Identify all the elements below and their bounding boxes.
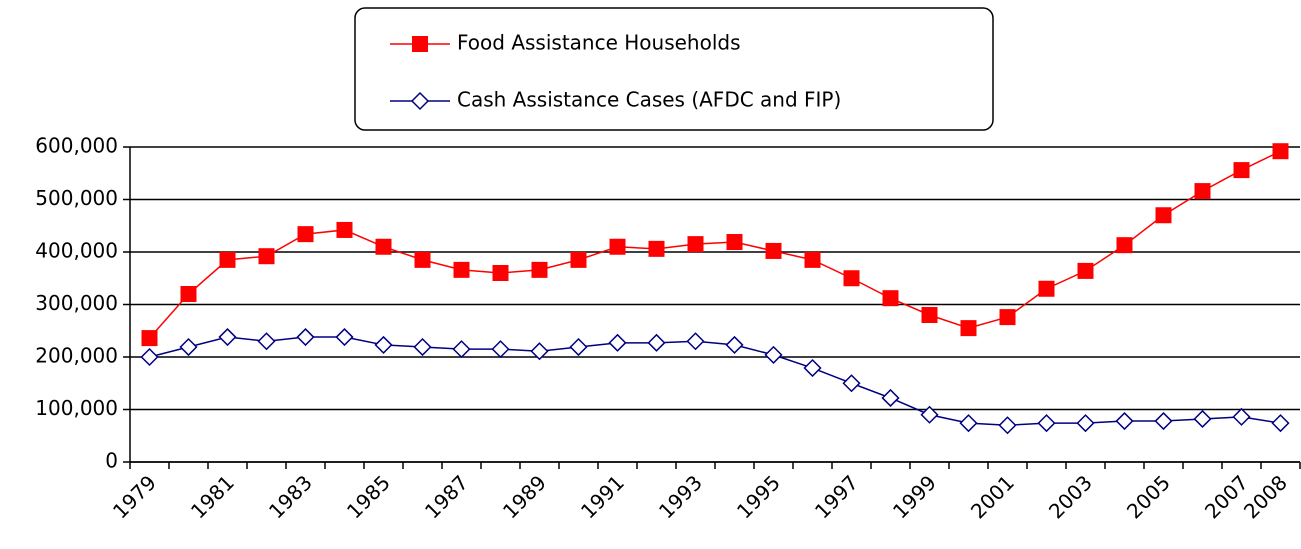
x-tick-label: 1997: [810, 470, 863, 523]
marker-square: [804, 251, 821, 268]
x-tick-label: 1991: [576, 470, 629, 523]
marker-diamond: [491, 340, 510, 359]
marker-diamond: [881, 388, 900, 408]
marker-diamond: [1232, 407, 1251, 426]
marker-square: [687, 236, 704, 253]
legend-label: Food Assistance Households: [457, 31, 741, 55]
x-tick-label: 1981: [186, 470, 239, 523]
marker-square: [609, 238, 626, 255]
marker-diamond: [647, 333, 666, 352]
y-tick-label: 0: [105, 449, 118, 473]
marker-diamond: [410, 91, 430, 111]
marker-diamond: [1115, 411, 1134, 431]
marker-diamond: [374, 335, 393, 354]
marker-diamond: [725, 335, 744, 354]
marker-diamond: [1037, 414, 1056, 433]
y-tick-label: 600,000: [35, 134, 118, 158]
marker-square: [414, 251, 431, 268]
marker-diamond: [608, 333, 627, 352]
marker-diamond: [257, 332, 276, 351]
marker-square: [648, 240, 665, 257]
y-tick-label: 100,000: [35, 396, 118, 420]
marker-diamond: [1193, 409, 1212, 429]
series-line: [149, 336, 1281, 427]
marker-square: [843, 270, 860, 287]
marker-diamond: [998, 416, 1017, 435]
marker-diamond: [803, 358, 822, 378]
marker-square: [1194, 183, 1211, 200]
marker-diamond: [413, 337, 432, 357]
marker-diamond: [296, 327, 315, 347]
marker-square: [1038, 280, 1055, 297]
marker-square: [492, 265, 509, 281]
y-tick-label: 500,000: [35, 186, 118, 210]
x-tick-label: 1985: [342, 470, 395, 523]
marker-square: [999, 309, 1016, 326]
marker-diamond: [842, 374, 861, 393]
x-tick-label: 1993: [654, 470, 707, 523]
marker-diamond: [1154, 411, 1173, 431]
marker-square: [960, 320, 977, 337]
y-tick-label: 200,000: [35, 344, 118, 368]
y-tick-label: 400,000: [35, 239, 118, 263]
x-tick-label: 1995: [732, 470, 785, 523]
x-tick-label: 1987: [420, 470, 473, 523]
marker-diamond: [920, 405, 939, 424]
marker-diamond: [764, 345, 783, 364]
marker-square: [1155, 207, 1172, 224]
marker-square: [1116, 237, 1133, 254]
y-tick-label: 300,000: [35, 291, 118, 315]
x-tick-label: 2001: [966, 470, 1019, 523]
marker-square: [882, 290, 899, 307]
marker-square: [336, 221, 353, 238]
legend-label: Cash Assistance Cases (AFDC and FIP): [457, 88, 841, 112]
marker-square: [921, 307, 938, 323]
marker-square: [726, 234, 743, 251]
marker-square: [297, 226, 314, 243]
x-tick-label: 2003: [1044, 470, 1097, 523]
marker-square: [180, 286, 197, 302]
legend-item: Cash Assistance Cases (AFDC and FIP): [390, 88, 841, 112]
marker-square: [141, 330, 158, 347]
marker-square: [570, 251, 587, 268]
marker-diamond: [1076, 414, 1095, 433]
marker-square: [531, 261, 548, 278]
legend-item: Food Assistance Households: [390, 31, 741, 55]
marker-square: [1272, 143, 1289, 160]
marker-diamond: [335, 327, 354, 347]
marker-diamond: [452, 340, 471, 359]
marker-square: [1233, 162, 1250, 179]
marker-square: [258, 248, 275, 265]
marker-square: [1077, 262, 1094, 279]
marker-square: [412, 36, 428, 52]
x-tick-label: 2005: [1122, 470, 1175, 523]
marker-diamond: [1271, 414, 1290, 433]
legend-box: [354, 7, 994, 131]
x-tick-label: 1989: [498, 470, 551, 523]
x-tick-label: 2008: [1239, 470, 1292, 523]
marker-diamond: [530, 342, 549, 361]
marker-diamond: [179, 337, 198, 357]
x-tick-label: 2007: [1200, 470, 1253, 523]
marker-diamond: [569, 337, 588, 357]
marker-diamond: [140, 347, 159, 367]
x-tick-label: 1999: [888, 470, 941, 523]
marker-square: [219, 251, 236, 268]
marker-diamond: [959, 414, 978, 433]
marker-diamond: [686, 332, 705, 351]
marker-square: [453, 261, 470, 278]
x-tick-label: 1979: [108, 470, 161, 523]
marker-square: [375, 238, 392, 255]
series-line: [148, 150, 1281, 339]
marker-square: [765, 242, 782, 259]
x-tick-label: 1983: [264, 470, 317, 523]
marker-diamond: [218, 327, 237, 347]
